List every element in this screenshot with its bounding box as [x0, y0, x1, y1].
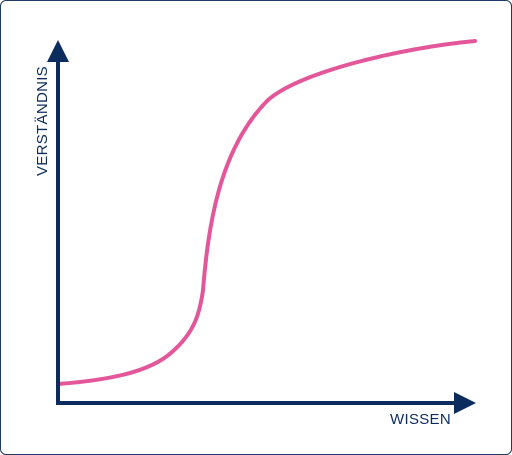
x-axis-arrow-icon	[454, 392, 476, 414]
y-axis-label: VERSTÄNDNIS	[34, 66, 51, 176]
y-axis-arrow-icon	[47, 40, 69, 62]
x-axis-label: WISSEN	[390, 411, 451, 428]
understanding-curve	[56, 39, 477, 386]
